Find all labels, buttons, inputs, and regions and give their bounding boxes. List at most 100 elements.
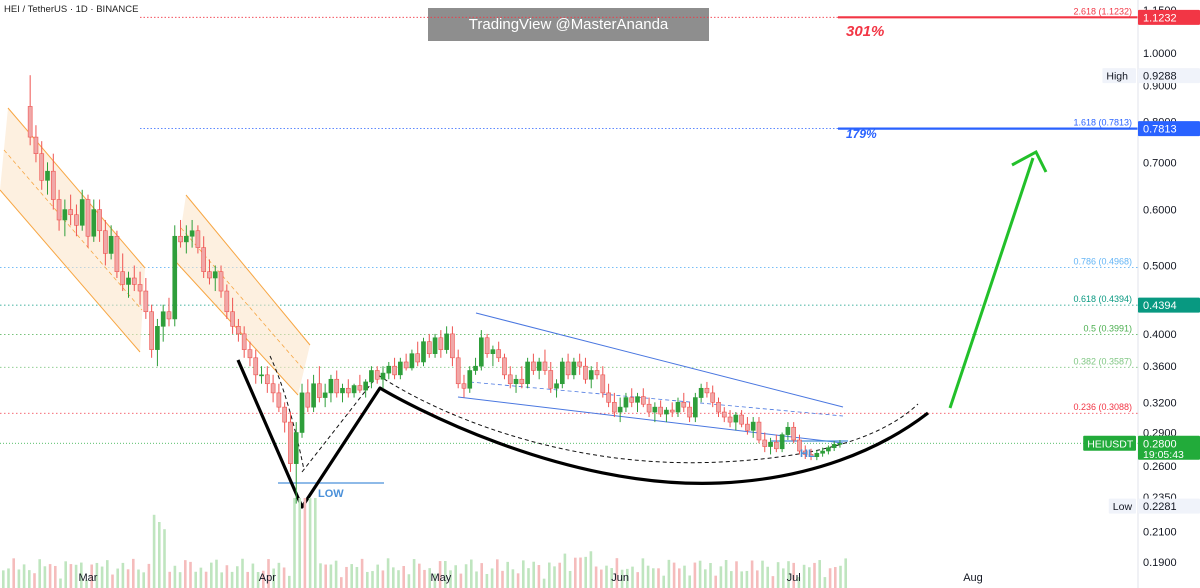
candle[interactable]: [756, 417, 762, 444]
candle[interactable]: [721, 407, 727, 423]
candle[interactable]: [143, 277, 149, 319]
candle[interactable]: [513, 374, 519, 393]
candle[interactable]: [126, 271, 131, 298]
candle[interactable]: [189, 219, 195, 248]
candle[interactable]: [421, 337, 426, 367]
candle[interactable]: [710, 385, 716, 408]
candle[interactable]: [392, 357, 397, 380]
candle[interactable]: [79, 189, 85, 231]
candle[interactable]: [386, 361, 392, 380]
candle[interactable]: [398, 357, 403, 380]
candle[interactable]: [241, 326, 247, 358]
candle[interactable]: [288, 412, 293, 472]
candle[interactable]: [531, 353, 536, 375]
candle[interactable]: [745, 417, 750, 435]
candle[interactable]: [479, 330, 484, 371]
candle[interactable]: [640, 388, 646, 408]
candle[interactable]: [669, 402, 675, 418]
candle[interactable]: [276, 383, 282, 413]
candle[interactable]: [484, 333, 490, 358]
candle[interactable]: [426, 333, 432, 358]
candle[interactable]: [91, 199, 97, 242]
candle[interactable]: [97, 199, 102, 242]
candle[interactable]: [681, 392, 687, 413]
candle[interactable]: [687, 402, 692, 423]
candle[interactable]: [131, 265, 137, 292]
candle[interactable]: [658, 400, 663, 418]
candle[interactable]: [536, 357, 542, 380]
candle[interactable]: [698, 383, 704, 403]
candle[interactable]: [502, 353, 507, 380]
candle[interactable]: [438, 330, 444, 358]
candle[interactable]: [831, 441, 837, 452]
candle[interactable]: [600, 366, 606, 398]
candle[interactable]: [363, 379, 368, 398]
candle[interactable]: [635, 392, 640, 413]
candle[interactable]: [380, 366, 386, 389]
candle[interactable]: [68, 194, 73, 226]
candle[interactable]: [444, 326, 449, 354]
candle[interactable]: [733, 412, 739, 431]
candle[interactable]: [507, 366, 513, 389]
candle[interactable]: [166, 297, 172, 327]
candle[interactable]: [461, 374, 467, 398]
candle[interactable]: [768, 437, 773, 455]
candle[interactable]: [357, 374, 363, 393]
candle[interactable]: [559, 357, 565, 389]
candle[interactable]: [525, 357, 530, 389]
candle[interactable]: [762, 432, 768, 453]
candle[interactable]: [184, 225, 189, 254]
candle[interactable]: [39, 141, 45, 190]
candle[interactable]: [317, 366, 322, 403]
candle[interactable]: [207, 259, 212, 285]
candle[interactable]: [409, 349, 415, 371]
candle[interactable]: [45, 162, 50, 195]
candle[interactable]: [675, 397, 681, 418]
candle[interactable]: [305, 379, 311, 413]
candle[interactable]: [374, 366, 380, 384]
candle[interactable]: [565, 353, 571, 380]
candle[interactable]: [774, 434, 779, 453]
candle[interactable]: [548, 361, 554, 393]
candle[interactable]: [802, 445, 808, 459]
candle[interactable]: [652, 402, 658, 423]
candle[interactable]: [791, 422, 797, 444]
candle[interactable]: [195, 225, 201, 254]
candle[interactable]: [403, 353, 409, 371]
candle[interactable]: [56, 189, 62, 231]
candle[interactable]: [606, 383, 611, 408]
candle[interactable]: [594, 361, 600, 380]
candle[interactable]: [259, 366, 264, 384]
candle[interactable]: [103, 219, 108, 266]
candle[interactable]: [455, 349, 461, 389]
candle[interactable]: [155, 318, 160, 367]
candle[interactable]: [797, 434, 802, 455]
candle[interactable]: [467, 366, 473, 393]
candle[interactable]: [137, 271, 143, 305]
candle[interactable]: [172, 225, 178, 327]
time-axis[interactable]: Mar Apr May Jun Jul Aug: [79, 572, 983, 584]
candle[interactable]: [716, 397, 721, 418]
candle[interactable]: [369, 366, 374, 389]
candle[interactable]: [270, 374, 276, 403]
candle[interactable]: [351, 383, 357, 398]
candle[interactable]: [218, 265, 224, 298]
candle[interactable]: [236, 318, 241, 342]
candle[interactable]: [693, 392, 698, 423]
candle[interactable]: [519, 366, 525, 389]
candle[interactable]: [212, 265, 218, 292]
candle[interactable]: [837, 439, 843, 448]
price-axis[interactable]: 1.15001.00000.90000.80000.70000.60000.50…: [1137, 0, 1200, 588]
candle[interactable]: [583, 357, 588, 384]
candle[interactable]: [201, 236, 207, 278]
candle[interactable]: [114, 230, 120, 278]
candle[interactable]: [74, 204, 79, 237]
candle[interactable]: [178, 219, 183, 248]
candle[interactable]: [617, 397, 623, 423]
candle[interactable]: [496, 341, 502, 362]
candle[interactable]: [739, 410, 744, 428]
candle[interactable]: [253, 349, 259, 384]
candle[interactable]: [224, 284, 230, 319]
candle[interactable]: [612, 392, 617, 418]
candle[interactable]: [808, 448, 814, 461]
